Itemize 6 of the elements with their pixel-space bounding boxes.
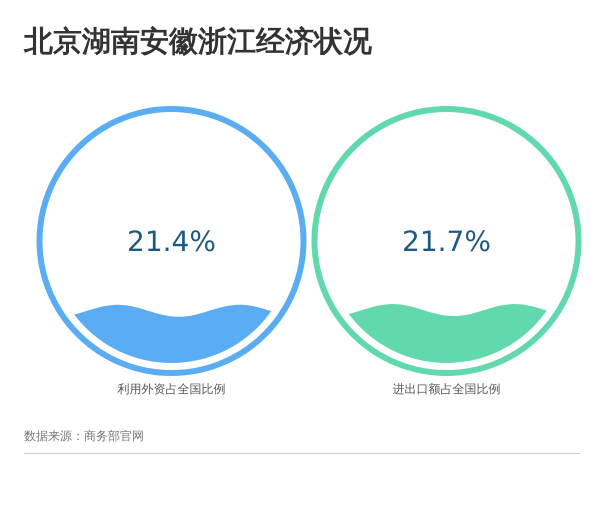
- text: 北京湖南安徽浙江经济状况: [24, 23, 372, 60]
- data-label: 21.7%: [402, 225, 491, 258]
- category-label: 进出口额占全国比例: [392, 382, 500, 396]
- category-label: 利用外资占全国比例: [118, 382, 226, 396]
- source-note: 数据来源：商务部官网: [24, 428, 144, 445]
- data-label: 21.4%: [127, 225, 216, 258]
